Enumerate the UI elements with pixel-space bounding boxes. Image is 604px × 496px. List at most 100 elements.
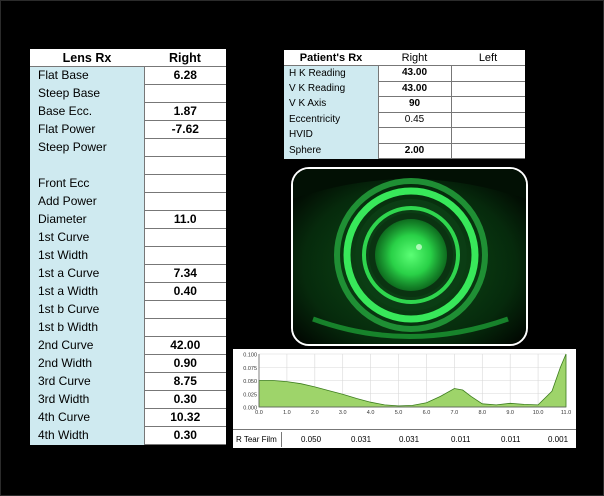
patient-rx-label: HVID: [284, 127, 378, 143]
lens-rx-row: 1st a Curve 7.34: [30, 264, 226, 283]
lens-rx-value: [143, 246, 226, 265]
patient-rx-right-value: 43.00: [377, 65, 451, 82]
lens-rx-label: Diameter: [30, 210, 144, 229]
x-tick-label: 3.0: [339, 410, 347, 416]
lens-rx-value: [143, 228, 226, 247]
patient-rx-label: V K Reading: [284, 81, 378, 97]
lens-rx-row: Flat Power -7.62: [30, 120, 226, 139]
lens-rx-row: Steep Base: [30, 84, 226, 103]
lens-rx-label: Steep Power: [30, 138, 144, 157]
y-tick-label: 0.000: [243, 406, 257, 412]
lens-rx-label: 1st a Width: [30, 282, 144, 301]
patient-rx-left-value: [450, 96, 525, 113]
lens-rx-header-row: Lens Rx Right: [30, 49, 226, 67]
tear-film-chart: 0.100 0.075 0.050 0.025 0.000 0.0 1.0 2.0 3.0 4.0…: [233, 349, 576, 448]
tear-film-value: 0.050: [301, 435, 322, 444]
lens-rx-value: [143, 174, 226, 193]
patient-rx-row: H K Reading 43.00: [284, 65, 525, 82]
lens-rx-value: 0.40: [143, 282, 226, 301]
peripheral-band: [343, 187, 479, 323]
lens-rx-value: 6.28: [143, 66, 226, 85]
x-tick-label: 2.0: [311, 410, 319, 416]
patient-rx-label: V K Axis: [284, 96, 378, 112]
lens-rx-label: Flat Base: [30, 66, 144, 85]
patient-rx-header-left: Left: [451, 50, 525, 66]
x-tick-label: 0.0: [255, 410, 263, 416]
patient-rx-right-value: 43.00: [377, 81, 451, 97]
lens-rx-label: Flat Power: [30, 120, 144, 139]
lens-rx-label: 4th Width: [30, 426, 144, 445]
lens-rx-label: 2nd Curve: [30, 336, 144, 355]
lens-rx-value: [143, 318, 226, 337]
lens-rx-value: 42.00: [143, 336, 226, 355]
lens-rx-value: 11.0: [143, 210, 226, 229]
lens-rx-label: Add Power: [30, 192, 144, 211]
patient-rx-header-right: Right: [378, 50, 451, 66]
lens-rx-row: Diameter 11.0: [30, 210, 226, 229]
lens-rx-label: 4th Curve: [30, 408, 144, 427]
patient-rx-row: Eccentricity 0.45: [284, 112, 525, 128]
lens-rx-value: 8.75: [143, 372, 226, 391]
patient-rx-left-value: [450, 81, 525, 97]
x-tick-label: 11.0: [561, 410, 571, 416]
outer-lens-ring: [334, 178, 488, 332]
patient-rx-right-value: 0.45: [377, 112, 451, 128]
tear-film-value: 0.011: [501, 435, 521, 444]
lens-rx-header-right: Right: [144, 49, 226, 67]
lens-rx-table: Lens Rx Right Flat Base 6.28 Steep Base Bas…: [30, 49, 226, 445]
light-reflex: [416, 244, 422, 250]
y-tick-label: 0.075: [243, 366, 257, 372]
lens-rx-row: Flat Base 6.28: [30, 66, 226, 85]
tear-film-row: R Tear Film 0.050 0.031 0.031 0.011 0.01…: [233, 429, 576, 449]
lens-rx-row: Base Ecc. 1.87: [30, 102, 226, 121]
patient-rx-right-value: 2.00: [377, 143, 451, 159]
x-tick-label: 4.0: [367, 410, 375, 416]
lens-rx-value: [143, 138, 226, 157]
lens-rx-label: Front Ecc: [30, 174, 144, 193]
lens-rx-value: -7.62: [143, 120, 226, 139]
patient-rx-right-value: 90: [377, 96, 451, 113]
x-tick-label: 7.0: [451, 410, 459, 416]
central-pool: [375, 219, 447, 291]
lens-rx-row: 4th Width 0.30: [30, 426, 226, 445]
lens-rx-label: 3rd Width: [30, 390, 144, 409]
upper-lid: [293, 169, 526, 199]
row-divider: [281, 432, 282, 447]
lens-rx-value: [143, 300, 226, 319]
lens-rx-label: [30, 156, 144, 175]
lens-rx-label: 1st b Curve: [30, 300, 144, 319]
lens-rx-label: 2nd Width: [30, 354, 144, 373]
lens-rx-header-label: Lens Rx: [30, 49, 144, 67]
patient-rx-table: Patient's Rx Right Left H K Reading 43.00…: [284, 50, 525, 159]
lens-rx-row: 4th Curve 10.32: [30, 408, 226, 427]
patient-rx-label: Sphere: [284, 143, 378, 159]
fluorescein-pattern-image: [291, 167, 528, 346]
tear-film-value: 0.011: [451, 435, 471, 444]
tear-film-value: 0.031: [351, 435, 372, 444]
lens-rx-row: 1st Width: [30, 246, 226, 265]
patient-rx-row: HVID: [284, 127, 525, 144]
lens-rx-row: 2nd Width 0.90: [30, 354, 226, 373]
lens-rx-label: 1st Curve: [30, 228, 144, 247]
patient-rx-left-value: [450, 65, 525, 82]
mid-ring: [362, 206, 460, 304]
lens-rx-row: 1st b Width: [30, 318, 226, 337]
lens-rx-row: 2nd Curve 42.00: [30, 336, 226, 355]
lower-lid-meniscus: [312, 316, 509, 339]
lens-rx-row: Steep Power: [30, 138, 226, 157]
y-tick-label: 0.050: [243, 379, 257, 385]
tear-film-label: R Tear Film: [236, 435, 277, 444]
lens-rx-label: 1st b Width: [30, 318, 144, 337]
lens-rx-value: 0.30: [143, 390, 226, 409]
x-tick-label: 10.0: [533, 410, 544, 416]
lens-rx-value: 10.32: [143, 408, 226, 427]
x-tick-label: 6.0: [423, 410, 431, 416]
lens-rx-row: 3rd Curve 8.75: [30, 372, 226, 391]
patient-rx-right-value: [377, 127, 451, 144]
lens-rx-row: 1st a Width 0.40: [30, 282, 226, 301]
patient-rx-label: H K Reading: [284, 65, 378, 81]
lens-rx-value: 0.30: [143, 426, 226, 445]
y-tick-label: 0.100: [243, 353, 257, 359]
tear-film-value: 0.001: [548, 435, 569, 444]
